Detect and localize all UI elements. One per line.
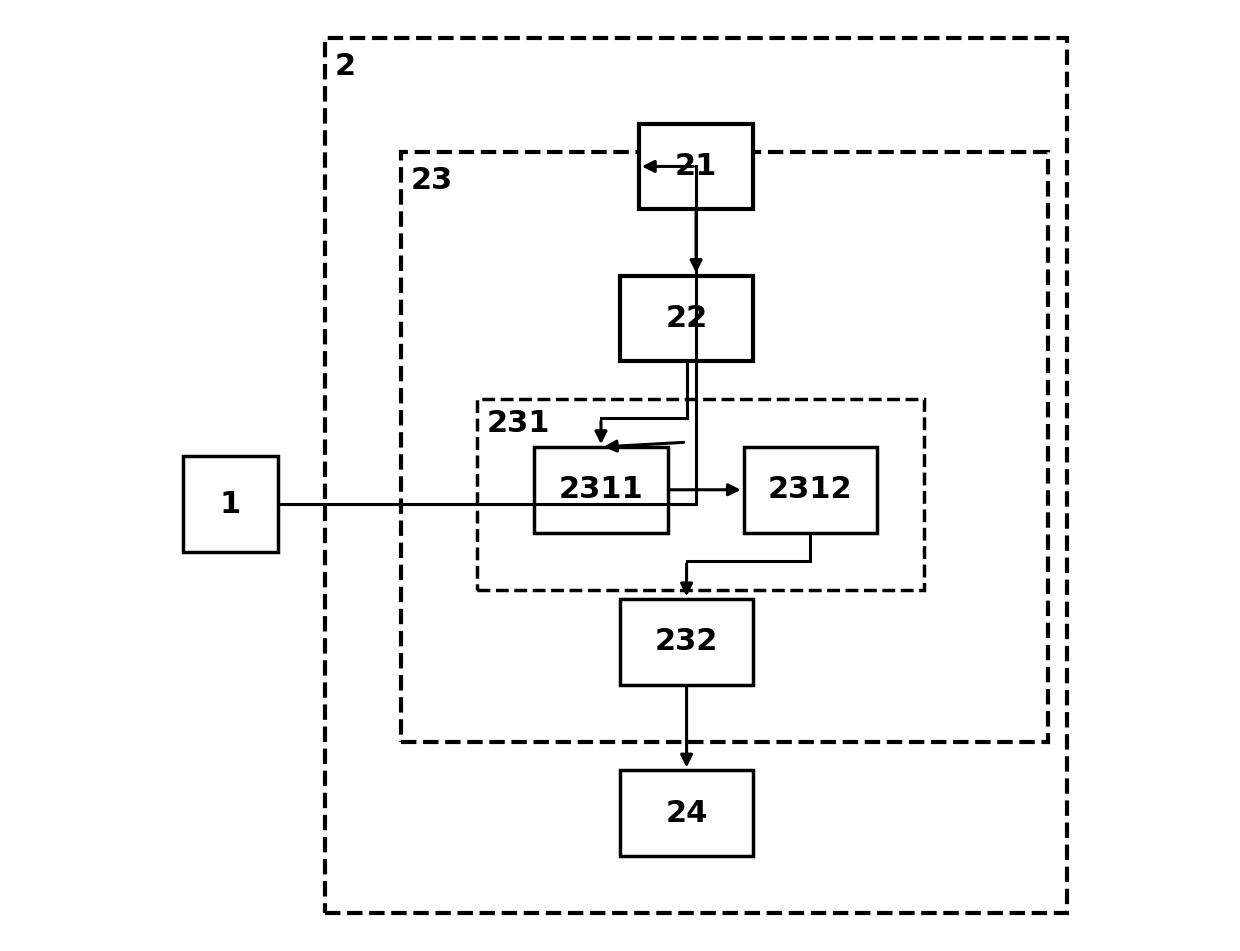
FancyBboxPatch shape — [639, 124, 753, 209]
FancyBboxPatch shape — [534, 447, 667, 533]
Text: 21: 21 — [675, 152, 717, 181]
Text: 2312: 2312 — [768, 476, 853, 504]
Text: 23: 23 — [410, 166, 453, 195]
FancyBboxPatch shape — [744, 447, 877, 533]
FancyBboxPatch shape — [182, 456, 278, 552]
FancyBboxPatch shape — [620, 770, 753, 856]
Text: 24: 24 — [666, 799, 708, 827]
Text: 22: 22 — [666, 304, 708, 333]
FancyBboxPatch shape — [620, 599, 753, 685]
FancyBboxPatch shape — [620, 276, 753, 361]
Text: 1: 1 — [219, 490, 241, 518]
Text: 2: 2 — [335, 52, 356, 81]
Text: 231: 231 — [487, 409, 551, 437]
Text: 232: 232 — [655, 628, 718, 656]
Text: 2311: 2311 — [558, 476, 644, 504]
